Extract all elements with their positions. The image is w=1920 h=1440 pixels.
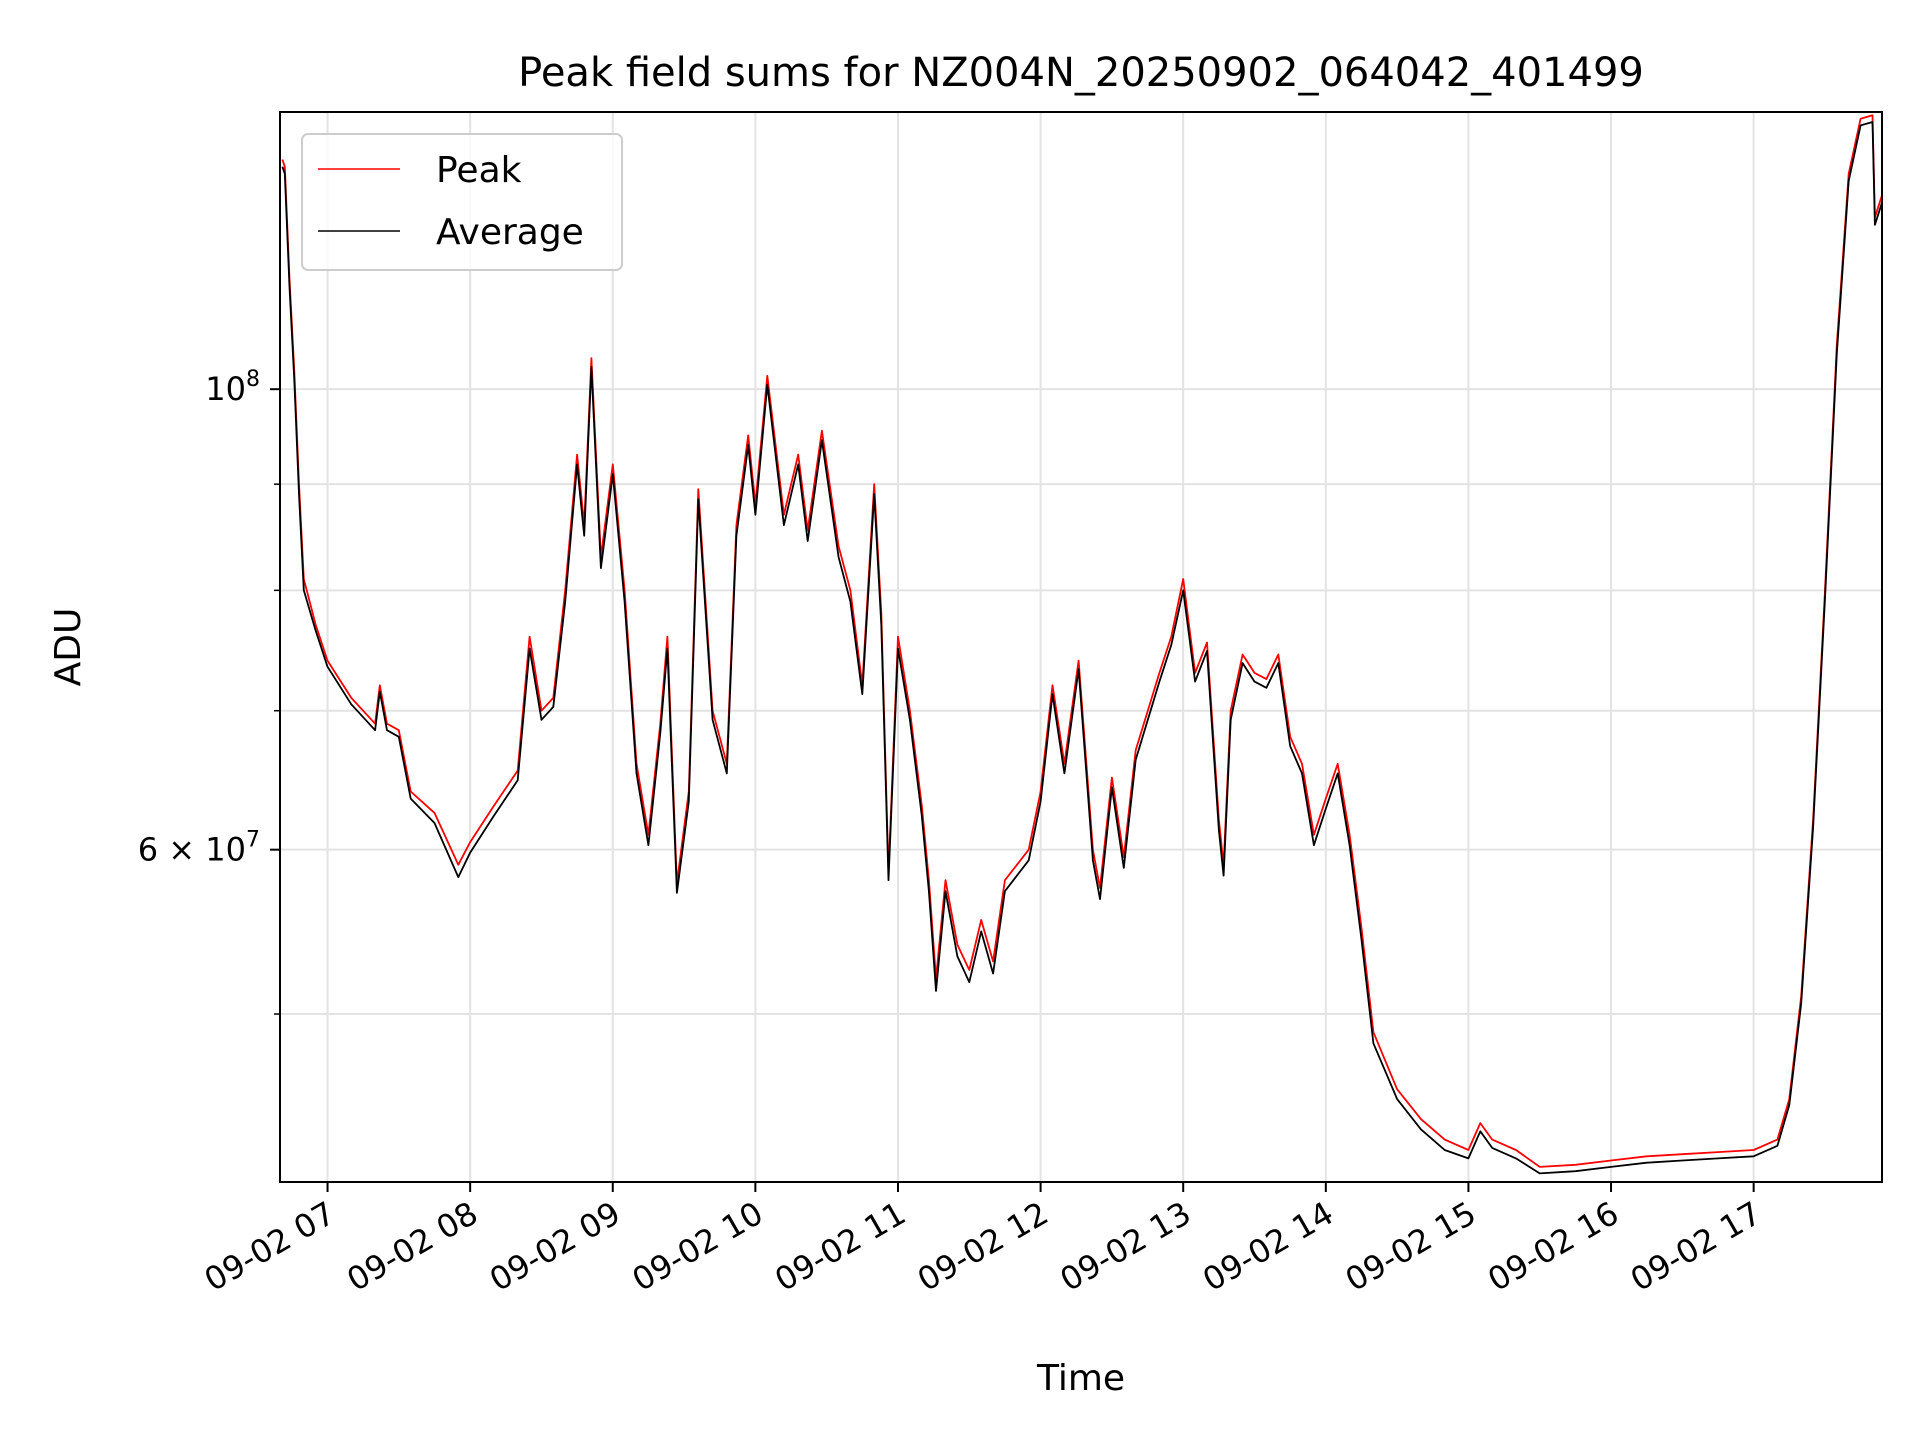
legend-label-average: Average bbox=[436, 212, 584, 253]
series-line-average bbox=[281, 121, 1883, 1175]
y-axis-label: ADU bbox=[48, 608, 89, 687]
chart-title: Peak field sums for NZ004N_20250902_0640… bbox=[518, 50, 1644, 96]
legend-box bbox=[301, 133, 623, 271]
series-line-peak bbox=[281, 114, 1883, 1168]
legend-label-peak: Peak bbox=[436, 150, 522, 191]
legend: Peak Average bbox=[301, 133, 623, 271]
y-axis-ticks: 108 6 × 107 bbox=[138, 367, 280, 1015]
y-tick-label: 6 × 107 bbox=[138, 828, 260, 869]
series-lines bbox=[281, 114, 1883, 1175]
plot-frame bbox=[279, 111, 1883, 1183]
y-tick-label: 108 bbox=[205, 367, 260, 408]
x-axis-label: Time bbox=[1036, 1358, 1125, 1399]
